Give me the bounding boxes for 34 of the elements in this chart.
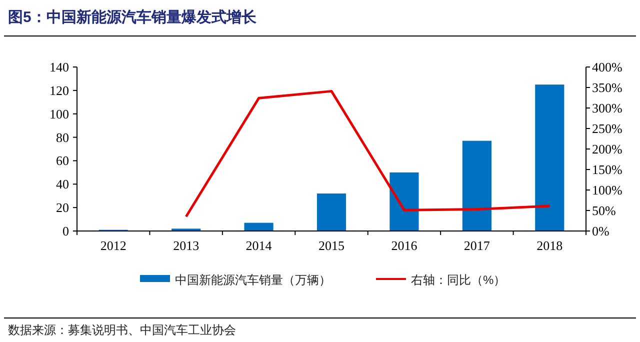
y2-tick-label: 300% [592, 100, 622, 116]
y2-tick-label: 350% [592, 80, 622, 95]
y2-tick-label: 400% [592, 60, 622, 74]
bar [462, 140, 492, 231]
line-series [184, 90, 551, 218]
chart-title: 图5：中国新能源汽车销量爆发式增长 [8, 8, 258, 26]
bar [244, 222, 274, 231]
y-tick-label: 80 [56, 130, 69, 145]
bar [390, 172, 419, 231]
x-tick-label: 2012 [100, 238, 126, 253]
x-tick-label: 2018 [536, 238, 563, 253]
legend-label: 中国新能源汽车销量（万辆） [175, 273, 331, 287]
x-tick-label: 2013 [173, 238, 200, 253]
y-tick-label: 100 [50, 106, 69, 122]
y2-tick-label: 200% [592, 142, 622, 156]
y-tick-label: 120 [50, 82, 69, 98]
y-tick-label: 40 [56, 176, 69, 192]
bar [535, 84, 564, 231]
legend-label: 右轴：同比（%） [411, 273, 506, 287]
y2-tick-label: 50% [592, 203, 616, 218]
bar [316, 194, 346, 231]
y2-tick-label: 100% [592, 182, 622, 198]
x-tick-label: 2014 [246, 238, 272, 253]
source-note: 数据来源：募集说明书、中国汽车工业协会 [8, 323, 236, 337]
x-tick-label: 2016 [391, 238, 418, 253]
y-tick-label: 20 [56, 200, 69, 216]
y-tick-label: 60 [56, 153, 69, 168]
x-tick-label: 2017 [464, 238, 490, 253]
x-tick-label: 2015 [318, 238, 344, 253]
y2-tick-label: 250% [592, 121, 622, 136]
y-tick-label: 140 [50, 60, 69, 74]
y-tick-label: 0 [62, 224, 69, 238]
y2-tick-label: 150% [592, 162, 622, 177]
y2-tick-label: 0% [592, 224, 610, 238]
